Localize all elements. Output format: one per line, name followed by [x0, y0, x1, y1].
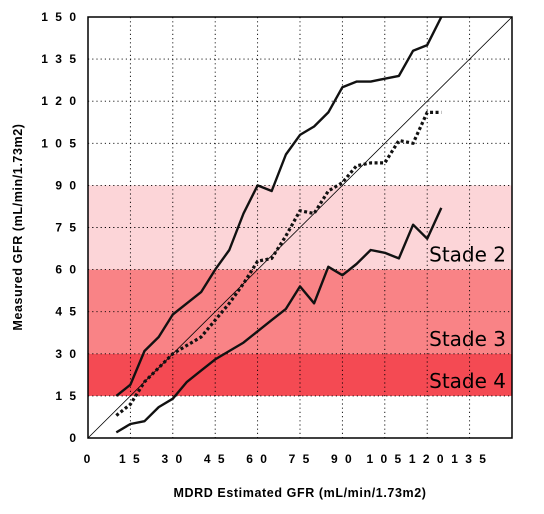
y-tick-label: 6 0: [55, 263, 78, 277]
y-axis-title: Measured GFR (mL/min/1.73m2): [11, 123, 25, 330]
band-label-stade-2: Stade 2: [429, 243, 506, 267]
y-tick-label: 9 0: [55, 178, 78, 192]
y-tick-label: 1 3 5: [41, 52, 78, 66]
x-tick-label: 1 3 5: [451, 452, 488, 466]
x-axis-title: MDRD Estimated GFR (mL/min/1.73m2): [173, 486, 426, 500]
x-tick-label: 1 5: [119, 452, 142, 466]
identity-line: [87, 16, 513, 439]
x-tick-label: 1 0 5: [366, 452, 403, 466]
y-tick-label: 7 5: [55, 221, 78, 235]
x-tick-label: 9 0: [331, 452, 354, 466]
band-labels: Stade 2 Stade 3 Stade 4: [429, 243, 506, 393]
x-tick-label: 4 5: [204, 452, 227, 466]
grid: [88, 17, 512, 438]
y-tick-label: 3 0: [55, 347, 78, 361]
y-tick-label: 1 5 0: [41, 10, 78, 24]
y-tick-label: 1 2 0: [41, 94, 78, 108]
x-tick-label: 1 2 0: [409, 452, 446, 466]
band-label-stade-3: Stade 3: [429, 327, 506, 351]
band-label-stade-4: Stade 4: [429, 369, 506, 393]
plot-frame: [87, 16, 513, 439]
x-tick-labels: 0 1 5 3 0 4 5 6 0 7 5 9 0 1 0 5 1 2 0 1 3 5: [84, 452, 488, 466]
y-tick-label: 1 5: [55, 389, 78, 403]
y-tick-labels: 0 1 5 3 0 4 5 6 0 7 5 9 0 1 0 5 1 2 0 1 3 5 1 5 0: [41, 10, 78, 445]
x-tick-label: 0: [84, 452, 93, 466]
series-line-3: [115, 16, 443, 397]
series-line-1: [115, 207, 443, 434]
y-tick-label: 0: [69, 431, 78, 445]
y-tick-label: 4 5: [55, 305, 78, 319]
x-tick-label: 6 0: [246, 452, 269, 466]
x-tick-label: 3 0: [161, 452, 184, 466]
y-tick-label: 1 0 5: [41, 136, 78, 150]
series-lines: [115, 16, 443, 434]
x-tick-label: 7 5: [289, 452, 312, 466]
